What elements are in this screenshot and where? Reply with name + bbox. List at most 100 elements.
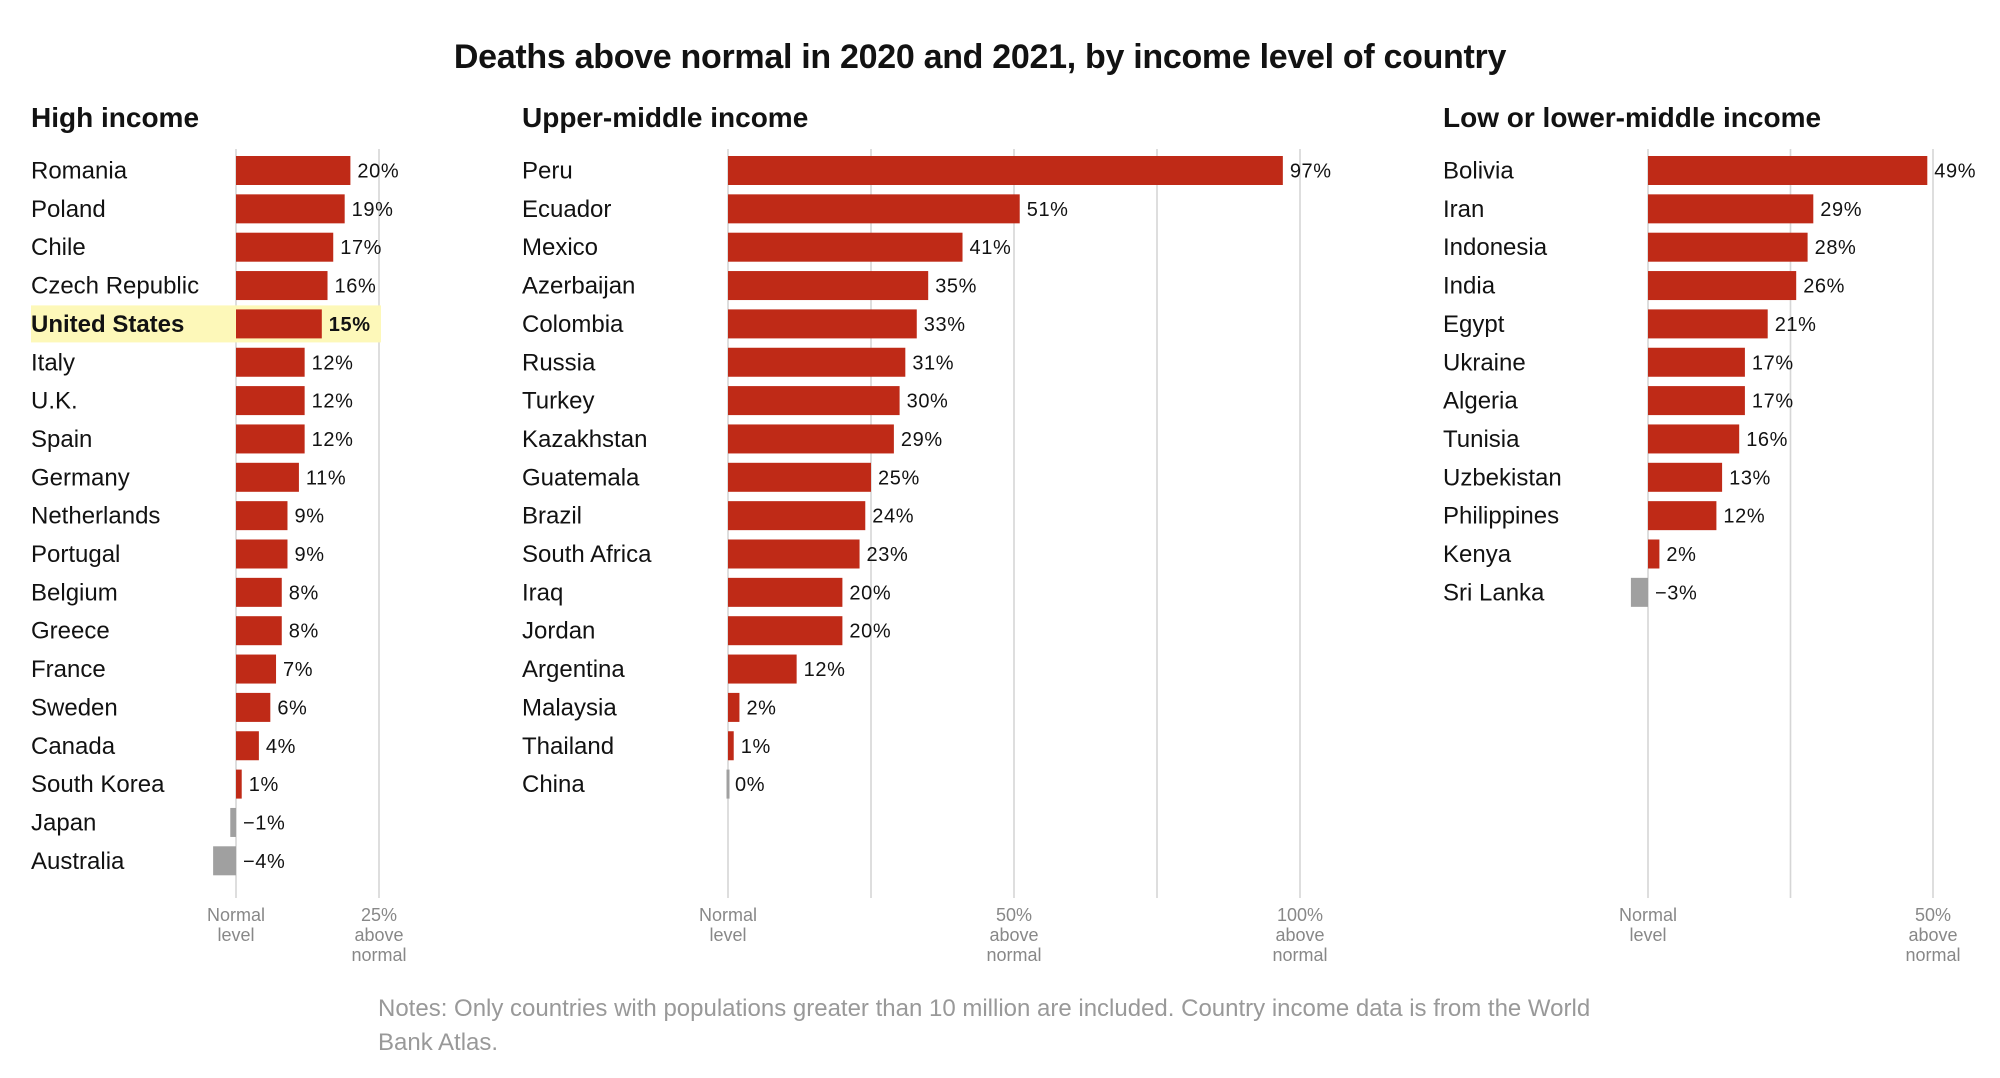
bar xyxy=(236,424,305,454)
category-label: United States xyxy=(31,311,184,338)
data-label: 7% xyxy=(283,659,313,681)
bar xyxy=(728,309,917,339)
data-label: 21% xyxy=(1775,314,1817,336)
tick-label-line: Normal xyxy=(207,905,265,925)
bar xyxy=(728,347,906,377)
bar xyxy=(236,271,328,301)
data-label: −1% xyxy=(243,812,285,834)
bar xyxy=(1630,577,1648,607)
data-label: 2% xyxy=(746,697,776,719)
data-label: 25% xyxy=(878,467,920,489)
data-label: 28% xyxy=(1815,237,1857,259)
data-label: 17% xyxy=(1752,391,1794,413)
chart-title: Deaths above normal in 2020 and 2021, by… xyxy=(453,38,1507,76)
tick-label: 100% above normal xyxy=(1272,905,1327,965)
bar xyxy=(728,232,963,262)
bar xyxy=(236,692,271,722)
data-label: 33% xyxy=(924,314,966,336)
category-label: Uzbekistan xyxy=(1443,464,1562,491)
data-label: 17% xyxy=(340,237,382,259)
panel-upper-middle-income: Upper-middle income Peru 97% Ecuador 51% Mexi… xyxy=(522,102,1331,965)
bar xyxy=(1648,539,1660,569)
bar xyxy=(236,539,288,569)
tick-label: Normal level xyxy=(699,905,757,945)
category-label: Malaysia xyxy=(522,694,617,721)
tick-label-line: Normal xyxy=(699,905,757,925)
panel-title: Low or lower-middle income xyxy=(1443,102,1821,133)
data-label: 24% xyxy=(872,506,914,528)
tick-label-line: 50% xyxy=(1915,905,1951,925)
data-label: −3% xyxy=(1655,582,1697,604)
bar xyxy=(728,731,734,761)
bar xyxy=(236,232,334,262)
category-label: South Africa xyxy=(522,541,652,568)
bar xyxy=(728,539,860,569)
data-label: 13% xyxy=(1729,467,1771,489)
tick-label-line: above xyxy=(1908,925,1957,945)
category-label: Belgium xyxy=(31,579,118,606)
bar xyxy=(1648,424,1740,454)
tick-label-line: normal xyxy=(351,945,406,965)
category-label: Colombia xyxy=(522,311,624,338)
chart-area: High income Romania 20% Poland 19% Chile 17% Cz… xyxy=(31,102,1976,965)
tick-label-line: level xyxy=(217,925,254,945)
bar xyxy=(236,769,242,799)
tick-label: 50% above normal xyxy=(1905,905,1960,965)
bar xyxy=(236,501,288,531)
data-label: 2% xyxy=(1666,544,1696,566)
bar xyxy=(728,616,843,646)
category-label: Iran xyxy=(1443,196,1484,223)
tick-label-line: normal xyxy=(1272,945,1327,965)
tick-label-line: normal xyxy=(986,945,1041,965)
data-label: −4% xyxy=(243,851,285,873)
data-label: 16% xyxy=(1746,429,1788,451)
data-label: 12% xyxy=(1723,506,1765,528)
data-label: 19% xyxy=(352,199,394,221)
data-label: 49% xyxy=(1934,161,1976,183)
category-label: Kenya xyxy=(1443,541,1512,568)
tick-label-line: normal xyxy=(1905,945,1960,965)
bar xyxy=(728,271,929,301)
bar xyxy=(236,309,322,339)
tick-label-line: above xyxy=(354,925,403,945)
data-label: 0% xyxy=(735,774,765,796)
data-label: 1% xyxy=(741,736,771,758)
bar xyxy=(236,194,345,224)
bar xyxy=(236,577,282,607)
category-label: Ukraine xyxy=(1443,349,1526,376)
category-label: South Korea xyxy=(31,771,165,798)
bar xyxy=(728,501,866,531)
data-label: 9% xyxy=(294,544,324,566)
data-label: 23% xyxy=(867,544,909,566)
category-label: Argentina xyxy=(522,656,625,683)
bar xyxy=(1648,232,1808,262)
bar xyxy=(728,386,900,416)
data-label: 8% xyxy=(289,582,319,604)
data-label: 6% xyxy=(277,697,307,719)
panel-low-or-lower-middle-income: Low or lower-middle income Bolivia 49% Iran… xyxy=(1443,102,1976,965)
bar xyxy=(728,194,1020,224)
category-label: Thailand xyxy=(522,733,614,760)
category-label: Egypt xyxy=(1443,311,1505,338)
chart-notes: Notes: Only countries with populations g… xyxy=(378,995,1591,1056)
tick-label-line: level xyxy=(1629,925,1666,945)
category-label: Romania xyxy=(31,158,128,185)
category-label: France xyxy=(31,656,106,683)
bar xyxy=(1648,309,1768,339)
bar xyxy=(1648,386,1745,416)
data-label: 12% xyxy=(312,429,354,451)
category-label: Portugal xyxy=(31,541,120,568)
bar xyxy=(1648,501,1717,531)
data-label: 29% xyxy=(901,429,943,451)
category-label: Japan xyxy=(31,809,96,836)
category-label: Poland xyxy=(31,196,106,223)
data-label: 11% xyxy=(306,467,346,489)
tick-label-line: 100% xyxy=(1277,905,1323,925)
data-label: 12% xyxy=(312,391,354,413)
data-label: 35% xyxy=(935,276,977,298)
category-label: Jordan xyxy=(522,618,595,645)
data-label: 20% xyxy=(849,582,891,604)
bar xyxy=(213,846,236,876)
tick-label-line: above xyxy=(989,925,1038,945)
data-label: 12% xyxy=(804,659,846,681)
